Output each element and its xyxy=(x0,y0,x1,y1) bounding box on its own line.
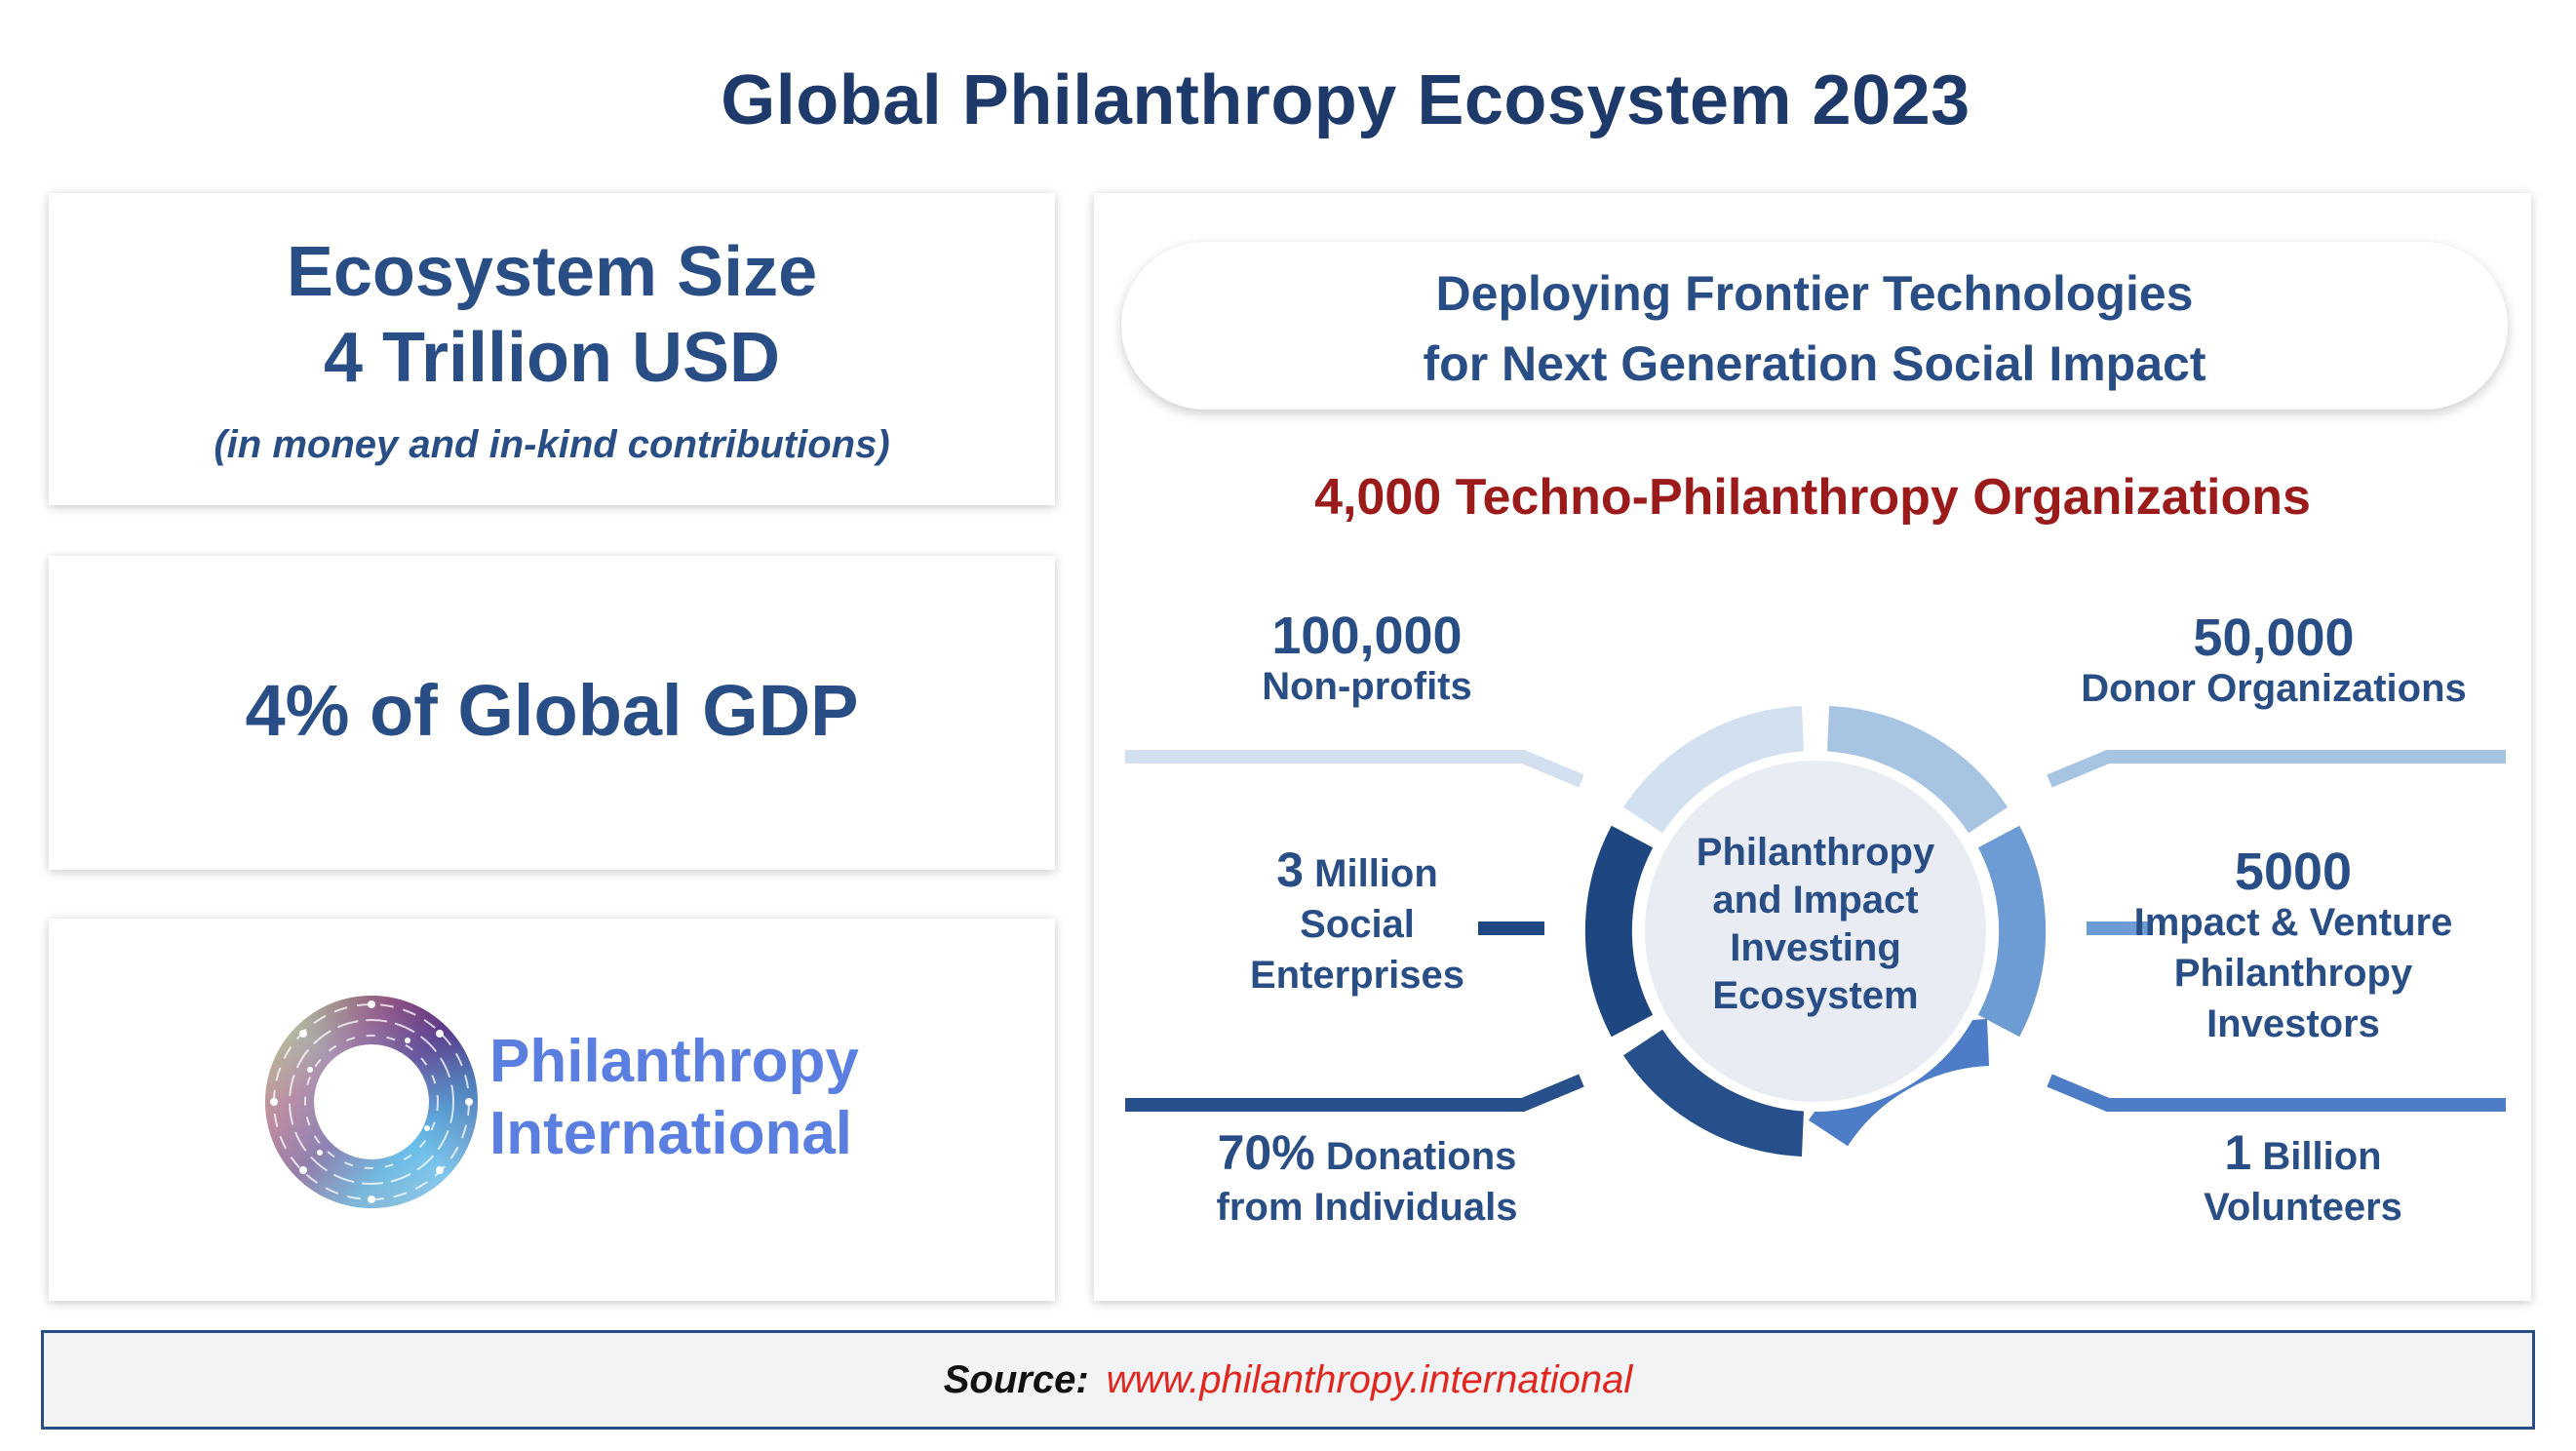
donations-unit: Donations xyxy=(1325,1135,1517,1178)
ecosystem-diagram-card: Deploying Frontier Technologies for Next… xyxy=(1094,193,2531,1301)
banner-line-2: for Next Generation Social Impact xyxy=(1423,336,2206,391)
ecosystem-size-heading: Ecosystem Size xyxy=(286,233,818,311)
ring-segment-top-right xyxy=(1826,706,2009,834)
circuit-ring-logo-icon xyxy=(265,996,478,1208)
stat-social-enterprises: 3 Million Social Enterprises xyxy=(1191,844,1523,1000)
stat-impact-investors: 5000 Impact & Venture Philanthropy Inves… xyxy=(2127,843,2459,1049)
ring-segment-mid-left xyxy=(1584,825,1654,1038)
connector-donations xyxy=(1125,1074,1584,1112)
ecosystem-size-value: 4 Trillion USD xyxy=(323,319,781,397)
source-link[interactable]: www.philanthropy.international xyxy=(1106,1358,1633,1401)
donor-orgs-label: Donor Organizations xyxy=(2081,667,2467,710)
page-title: Global Philanthropy Ecosystem 2023 xyxy=(721,61,1971,139)
logo-wordmark: Philanthropy International xyxy=(489,1026,859,1170)
gdp-text: 4% of Global GDP xyxy=(245,670,859,751)
center-line-1: Philanthropy xyxy=(1696,831,1935,874)
gdp-card: 4% of Global GDP xyxy=(49,556,1055,870)
frontier-tech-banner: Deploying Frontier Technologies for Next… xyxy=(1121,242,2508,410)
connector-volunteers xyxy=(2047,1074,2506,1112)
social-enterprises-label-1: Social xyxy=(1300,903,1415,946)
donations-label: from Individuals xyxy=(1216,1186,1518,1229)
impact-investors-label-1: Impact & Venture xyxy=(2133,901,2453,944)
nonprofits-label: Non-profits xyxy=(1262,665,1472,708)
source-label: Source: xyxy=(943,1358,1089,1401)
center-label: Philanthropy and Impact Investing Ecosys… xyxy=(1640,829,1991,1020)
impact-investors-number: 5000 xyxy=(2234,843,2353,901)
center-circle xyxy=(1635,751,1996,1112)
center-line-2: and Impact xyxy=(1712,879,1919,922)
source-footer: Source: www.philanthropy.international xyxy=(41,1330,2535,1430)
ring-segment-mid-right xyxy=(1977,825,2047,1038)
donor-orgs-number: 50,000 xyxy=(2193,608,2355,667)
connector-donor-orgs xyxy=(2047,750,2506,788)
ecosystem-size-note: (in money and in-kind contributions) xyxy=(214,423,890,466)
stat-donations: 70% Donations from Individuals xyxy=(1162,1127,1572,1233)
logo-card: Philanthropy International xyxy=(49,919,1055,1301)
center-line-4: Ecosystem xyxy=(1712,974,1919,1017)
stat-nonprofits: 100,000 Non-profits xyxy=(1201,607,1533,712)
connector-nonprofits xyxy=(1125,750,1584,788)
donations-number: 70% xyxy=(1217,1125,1315,1180)
nonprofits-number: 100,000 xyxy=(1271,607,1463,665)
stat-donor-orgs: 50,000 Donor Organizations xyxy=(2069,608,2478,714)
impact-investors-label-3: Investors xyxy=(2206,1002,2380,1045)
volunteers-label: Volunteers xyxy=(2204,1186,2402,1229)
social-enterprises-unit: Million xyxy=(1314,852,1438,895)
volunteers-number: 1 xyxy=(2224,1125,2252,1180)
stat-volunteers: 1 Billion Volunteers xyxy=(2157,1127,2449,1233)
techno-philanthropy-orgs: 4,000 Techno-Philanthropy Organizations xyxy=(1314,469,2311,526)
center-line-3: Investing xyxy=(1730,926,1901,969)
social-enterprises-label-2: Enterprises xyxy=(1249,954,1465,997)
logo-line-2: International xyxy=(489,1100,853,1167)
banner-line-1: Deploying Frontier Technologies xyxy=(1435,266,2194,321)
ecosystem-size-card: Ecosystem Size 4 Trillion USD (in money … xyxy=(49,193,1055,505)
logo-line-1: Philanthropy xyxy=(489,1028,859,1095)
impact-investors-label-2: Philanthropy xyxy=(2173,952,2413,995)
ring-segment-bottom-left xyxy=(1622,1029,1805,1157)
ring-segment-top-left xyxy=(1622,706,1805,834)
volunteers-unit: Billion xyxy=(2262,1135,2382,1178)
ecosystem-diagram xyxy=(1125,706,2506,1157)
social-enterprises-number: 3 xyxy=(1276,843,1305,897)
